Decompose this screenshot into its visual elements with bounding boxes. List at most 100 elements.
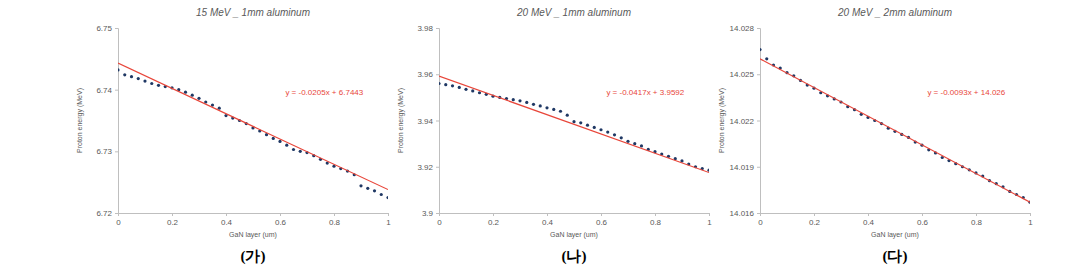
data-point (451, 84, 454, 87)
tick-label: 3.92 (417, 163, 433, 172)
chart-title: 15 MeV _ 1mm aluminum (196, 7, 310, 18)
data-point (184, 91, 187, 94)
tick: 0.4 (863, 213, 875, 227)
tick: 0.8 (650, 213, 662, 227)
data-point (130, 75, 133, 78)
trend-line (118, 63, 388, 189)
data-point (380, 193, 383, 196)
tick-mark (1030, 213, 1031, 216)
data-point (532, 103, 535, 106)
data-point (123, 73, 126, 76)
tick-mark (493, 213, 494, 216)
data-point (525, 101, 528, 104)
data-point (373, 189, 376, 192)
tick: 14.025 (730, 70, 760, 79)
tick: 3.96 (417, 70, 439, 79)
data-point (760, 48, 762, 51)
tick: 1 (386, 213, 391, 227)
axis-line (115, 29, 119, 214)
tick-mark (280, 213, 281, 216)
data-point (512, 98, 515, 101)
data-point (458, 86, 461, 89)
x-axis-title: GaN layer (um) (871, 231, 919, 239)
tick-label: 0.2 (167, 218, 179, 227)
chart-panel: 15 MeV _ 1mm aluminum 0 0.2 0.4 0.6 0.8 1 6.72 6… (76, 7, 391, 265)
tick: 14.028 (730, 24, 760, 33)
data-point (620, 136, 623, 139)
data-point (586, 124, 589, 127)
tick-label: 6.74 (96, 86, 112, 95)
tick: 14.016 (730, 209, 760, 218)
tick: 6.75 (96, 24, 118, 33)
tick-label: 0 (437, 218, 442, 227)
data-point (137, 77, 140, 80)
tick-label: 0.8 (650, 218, 662, 227)
data-point (118, 68, 120, 71)
tick: 0 (437, 213, 442, 227)
tick-label: 3.9 (422, 209, 434, 218)
tick: 3.98 (417, 24, 439, 33)
tick: 14.019 (730, 163, 760, 172)
tick-label: 0.8 (329, 218, 341, 227)
data-point (640, 144, 643, 147)
tick: 0.4 (542, 213, 554, 227)
data-point (366, 187, 369, 190)
tick-mark (757, 28, 760, 29)
tick-label: 0.8 (971, 218, 983, 227)
data-point (559, 110, 562, 113)
tick-mark (115, 28, 118, 29)
tick: 1 (707, 213, 712, 227)
y-axis-title: Proton energy (MeV) (76, 88, 84, 153)
tick-mark (436, 74, 439, 75)
tick-label: 6.72 (96, 209, 112, 218)
tick-mark (115, 151, 118, 152)
axis-line (436, 29, 440, 214)
data-point (566, 114, 569, 117)
y-axis: 14.016 14.019 14.022 14.025 14.028 (730, 24, 761, 218)
plot-area (439, 76, 709, 172)
tick-label: 14.016 (730, 209, 755, 218)
data-point (285, 144, 288, 147)
tick: 0 (758, 213, 763, 227)
tick-mark (757, 213, 760, 214)
x-axis: 0 0.2 0.4 0.6 0.8 1 (116, 213, 391, 227)
tick: 0.6 (275, 213, 287, 227)
equation: y = -0.0417x + 3.9592 (606, 88, 684, 97)
data-point (218, 107, 221, 110)
tick-mark (655, 213, 656, 216)
data-point (386, 196, 388, 199)
tick-label: 14.028 (730, 24, 755, 33)
tick: 3.92 (417, 163, 439, 172)
tick-mark (814, 213, 815, 216)
data-point (539, 104, 542, 107)
x-axis: 00.20.40.60.81 (437, 213, 712, 227)
data-point (572, 120, 575, 123)
tick-mark (436, 121, 439, 122)
caption: (다) (883, 248, 908, 265)
data-point (272, 137, 275, 140)
tick-label: 0.4 (221, 218, 233, 227)
chart-panel: 20 MeV _ 1mm aluminum00.20.40.60.813.93.… (397, 7, 712, 265)
tick-label: 0.6 (275, 218, 287, 227)
tick: 0 (116, 213, 121, 227)
tick-label: 1 (1028, 218, 1033, 227)
tick-mark (388, 213, 389, 216)
tick-label: 0.4 (542, 218, 554, 227)
tick-label: 0.4 (863, 218, 875, 227)
data-point (278, 140, 281, 143)
data-point (191, 94, 194, 97)
chart-panel: 20 MeV _ 2mm aluminum00.20.40.60.8114.01… (718, 7, 1033, 265)
chart-title: 20 MeV _ 1mm aluminum (516, 7, 631, 18)
tick-label: 0.2 (809, 218, 821, 227)
tick-mark (922, 213, 923, 216)
tick: 0.6 (917, 213, 929, 227)
trend-line (439, 76, 709, 172)
tick-label: 14.022 (730, 117, 755, 126)
equation: y = -0.0205x + 6.7443 (285, 88, 363, 97)
data-point (633, 142, 636, 145)
tick-mark (601, 213, 602, 216)
y-axis-title: Proton energy (MeV) (397, 88, 405, 153)
tick-label: 6.75 (96, 24, 112, 33)
tick-label: 1 (707, 218, 712, 227)
axis-line (119, 214, 389, 217)
